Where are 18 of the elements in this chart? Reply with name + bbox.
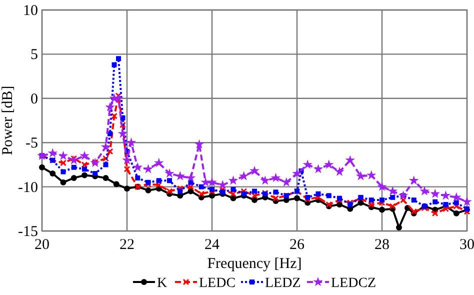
- y-tick-label: 0: [30, 91, 38, 108]
- legend-label: LEDCZ: [331, 276, 376, 291]
- legend-label: K: [157, 276, 168, 291]
- x-axis-title: Frequency [Hz]: [207, 256, 302, 272]
- x-tick-label: 30: [460, 237, 474, 253]
- y-tick-label: -15: [18, 224, 38, 240]
- y-axis-title: Power [dB]: [0, 86, 16, 156]
- legend-label: LEDC: [199, 276, 236, 291]
- y-tick-label: 10: [23, 3, 38, 19]
- y-tick-label: 5: [30, 47, 38, 64]
- x-tick-label: 26: [290, 237, 305, 253]
- x-tick-label: 24: [204, 237, 220, 253]
- x-tick-label: 22: [120, 237, 134, 253]
- y-tick-label: -5: [26, 136, 38, 152]
- x-tick-label: 28: [374, 237, 390, 253]
- x-tick-label: 20: [34, 237, 50, 253]
- y-tick-label: -10: [18, 180, 38, 196]
- legend-label: LEDZ: [265, 276, 301, 291]
